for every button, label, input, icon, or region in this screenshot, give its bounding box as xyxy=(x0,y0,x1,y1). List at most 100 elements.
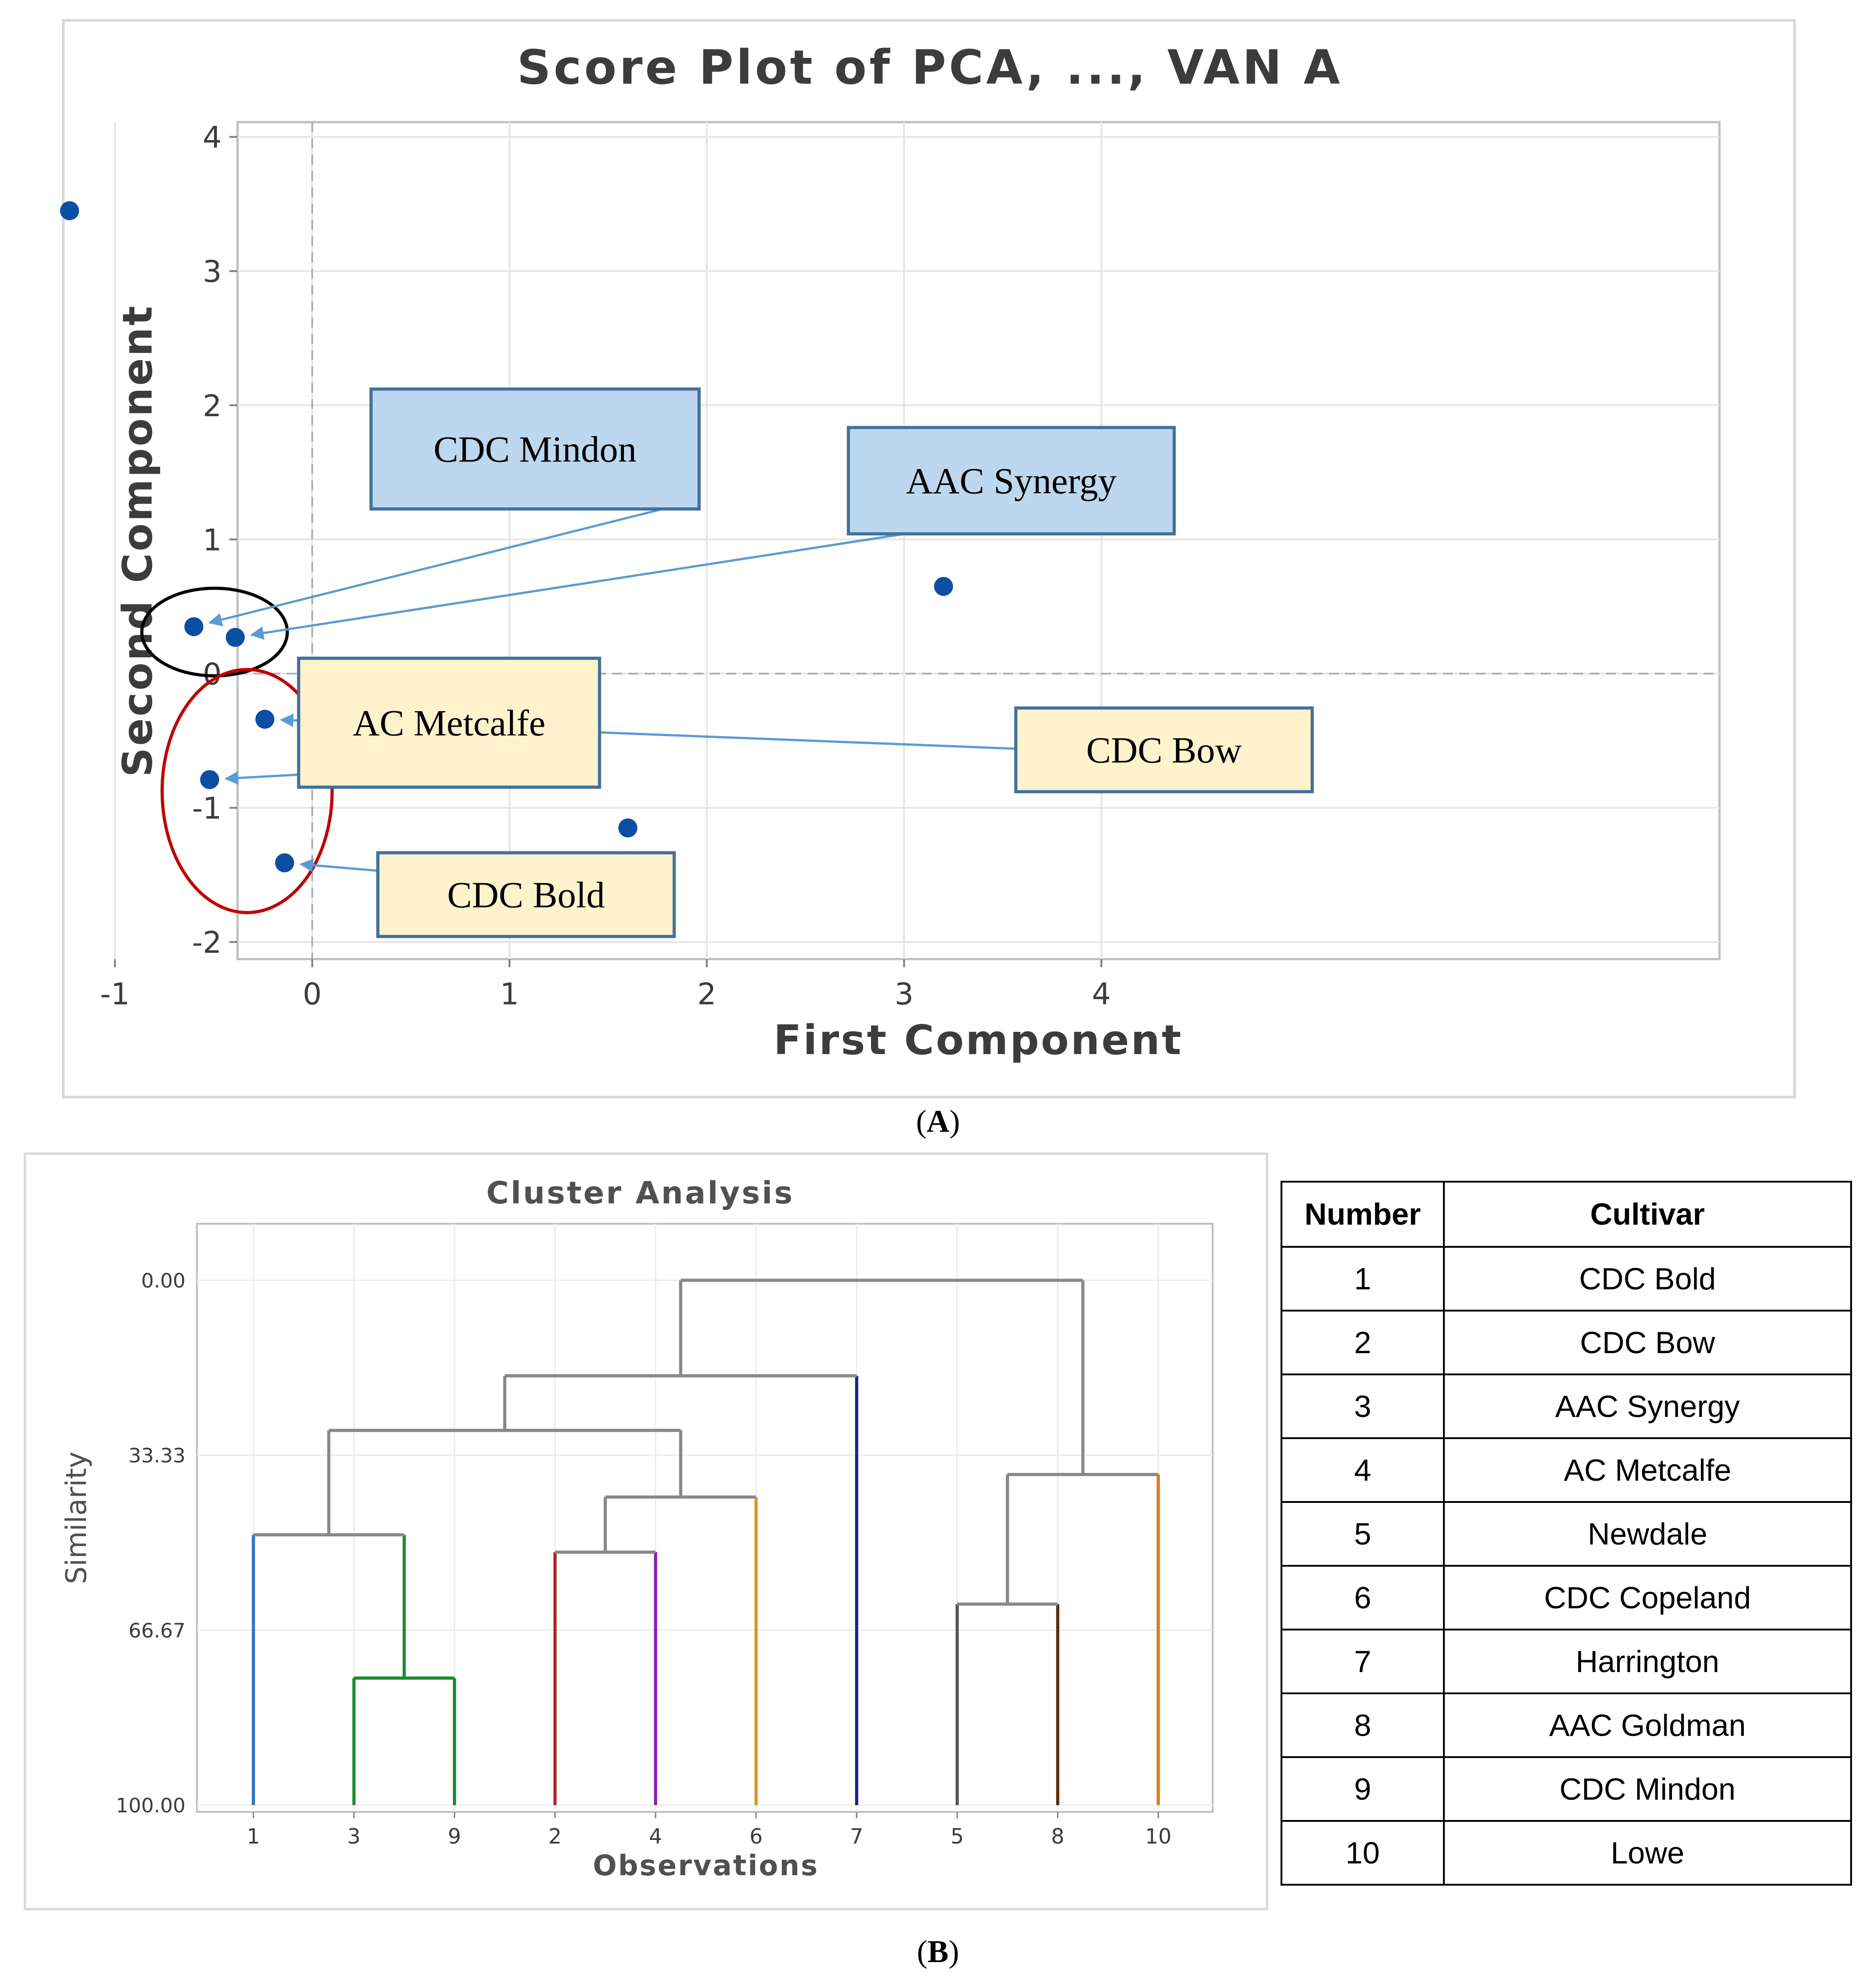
chart-a-title: Score Plot of PCA, ..., VAN A xyxy=(517,40,1343,95)
cell-cultivar: CDC Bold xyxy=(1443,1246,1852,1312)
leaf-label: 5 xyxy=(951,1824,964,1849)
data-point xyxy=(200,770,219,789)
leaf-label: 1 xyxy=(247,1824,260,1849)
leaf-label: 7 xyxy=(850,1824,863,1849)
cell-cultivar: Lowe xyxy=(1443,1820,1852,1886)
cluster-ellipse-1 xyxy=(140,586,289,678)
cell-number: 10 xyxy=(1281,1820,1445,1886)
y-tick-label: -2 xyxy=(192,925,222,960)
data-point xyxy=(60,201,79,220)
callout-label: AC Metcalfe xyxy=(353,703,546,744)
panel-label-a: (A) xyxy=(916,1104,960,1139)
similarity-tick-label: 66.67 xyxy=(129,1619,186,1642)
y-tick-label: -1 xyxy=(192,791,222,826)
callout-arrow xyxy=(250,532,905,640)
cell-number: 8 xyxy=(1281,1692,1445,1758)
x-axis-label-a: First Component xyxy=(774,1017,1183,1064)
leaf-label: 9 xyxy=(448,1824,461,1849)
similarity-tick-label: 33.33 xyxy=(129,1445,186,1468)
cell-cultivar: AAC Goldman xyxy=(1443,1692,1852,1758)
header-cultivar: Cultivar xyxy=(1443,1181,1852,1248)
callout-label: CDC Bow xyxy=(1086,730,1242,771)
table-row: 2 CDC Bow xyxy=(1281,1310,1852,1375)
cell-cultivar: AAC Synergy xyxy=(1443,1373,1852,1439)
leaf-label: 3 xyxy=(348,1824,361,1849)
table-row: 7 Harrington xyxy=(1281,1629,1852,1694)
table-row: 5 Newdale xyxy=(1281,1501,1852,1567)
callouts-a: CDC Mindon AAC Synergy AC Metcalfe CDC Bow C… xyxy=(297,387,1314,938)
plot-b-area xyxy=(196,1223,1214,1813)
cell-number: 9 xyxy=(1281,1756,1445,1822)
x-tick-label: -1 xyxy=(100,977,130,1012)
cell-number: 5 xyxy=(1281,1501,1445,1567)
data-point xyxy=(225,627,245,647)
y-tick-label: 1 xyxy=(203,523,222,557)
y-tick-label: 3 xyxy=(203,254,222,289)
dendrogram-chart: Cluster Analysis 1 3 9 2 4 6 7 5 8 100.0033.3366.… xyxy=(24,1152,1268,1910)
cell-cultivar: CDC Mindon xyxy=(1443,1756,1852,1822)
cell-cultivar: Newdale xyxy=(1443,1501,1852,1567)
cell-cultivar: CDC Bow xyxy=(1443,1310,1852,1375)
leaf-label: 4 xyxy=(649,1824,662,1849)
data-point xyxy=(618,818,638,838)
table-row: 10 Lowe xyxy=(1281,1820,1852,1886)
callout-label: CDC Bold xyxy=(447,874,605,916)
callout-label: AAC Synergy xyxy=(906,461,1116,502)
data-point xyxy=(275,853,294,873)
cluster-ellipse-2 xyxy=(160,668,334,914)
data-point xyxy=(184,617,204,637)
dendrogram-links xyxy=(252,1278,1160,1805)
y-axis-label-b: Similarity xyxy=(60,1451,93,1584)
panel-label-b: (B) xyxy=(917,1934,959,1969)
data-point xyxy=(255,709,275,729)
callout-arrow xyxy=(208,508,663,627)
leaf-label: 10 xyxy=(1145,1824,1172,1849)
y-tick-label: 2 xyxy=(203,389,222,423)
table-row: 3 AAC Synergy xyxy=(1281,1373,1852,1439)
x-tick-label: 0 xyxy=(303,977,322,1012)
callout-box xyxy=(1014,706,1314,794)
table-row: 9 CDC Mindon xyxy=(1281,1756,1852,1822)
cell-cultivar: CDC Copeland xyxy=(1443,1565,1852,1630)
table-row: 4 AC Metcalfe xyxy=(1281,1437,1852,1503)
x-axis-label-b: Observations xyxy=(593,1849,819,1882)
cluster-ellipses xyxy=(140,586,334,914)
cell-cultivar: Harrington xyxy=(1443,1629,1852,1694)
table-row: 8 AAC Goldman xyxy=(1281,1692,1852,1758)
y-tick-label: 4 xyxy=(203,120,222,155)
callout-box xyxy=(297,656,601,789)
callout-box xyxy=(376,851,676,938)
table-row: 1 CDC Bold xyxy=(1281,1246,1852,1312)
leaf-label: 8 xyxy=(1051,1824,1064,1849)
cell-number: 1 xyxy=(1281,1246,1445,1312)
cultivar-table: Number Cultivar 1 CDC Bold 2 CDC Bow 3 AAC Sy… xyxy=(1281,1181,1852,1886)
panel-label-b-letter: B xyxy=(927,1934,949,1969)
cell-number: 4 xyxy=(1281,1437,1445,1503)
cell-number: 2 xyxy=(1281,1310,1445,1375)
cell-number: 7 xyxy=(1281,1629,1445,1694)
x-tick-label: 4 xyxy=(1092,977,1111,1012)
plot-a-area xyxy=(236,121,1721,960)
leaf-label: 6 xyxy=(749,1824,762,1849)
callout-box xyxy=(369,387,701,511)
cell-number: 6 xyxy=(1281,1565,1445,1630)
y-axis-label-a: Second Component xyxy=(114,304,162,777)
pca-score-plot: Score Plot of PCA, ..., VAN A -3-2-10123… xyxy=(60,19,1796,1098)
x-tick-label: 3 xyxy=(895,977,914,1012)
callout-label: CDC Mindon xyxy=(433,429,637,470)
similarity-tick-label: 0.00 xyxy=(141,1269,186,1293)
table-header-row: Number Cultivar xyxy=(1281,1181,1852,1248)
leaf-label: 2 xyxy=(548,1824,562,1849)
cell-cultivar: AC Metcalfe xyxy=(1443,1437,1852,1503)
cell-number: 3 xyxy=(1281,1373,1445,1439)
panel-label-a-letter: A xyxy=(926,1104,950,1139)
header-number: Number xyxy=(1281,1181,1445,1248)
table-body: 1 CDC Bold 2 CDC Bow 3 AAC Synergy 4 AC Metcalf… xyxy=(1281,1246,1852,1886)
similarity-tick-label: 100.00 xyxy=(116,1794,186,1817)
x-tick-label: 2 xyxy=(697,977,716,1012)
table-row: 6 CDC Copeland xyxy=(1281,1565,1852,1630)
x-tick-label: 1 xyxy=(500,977,519,1012)
